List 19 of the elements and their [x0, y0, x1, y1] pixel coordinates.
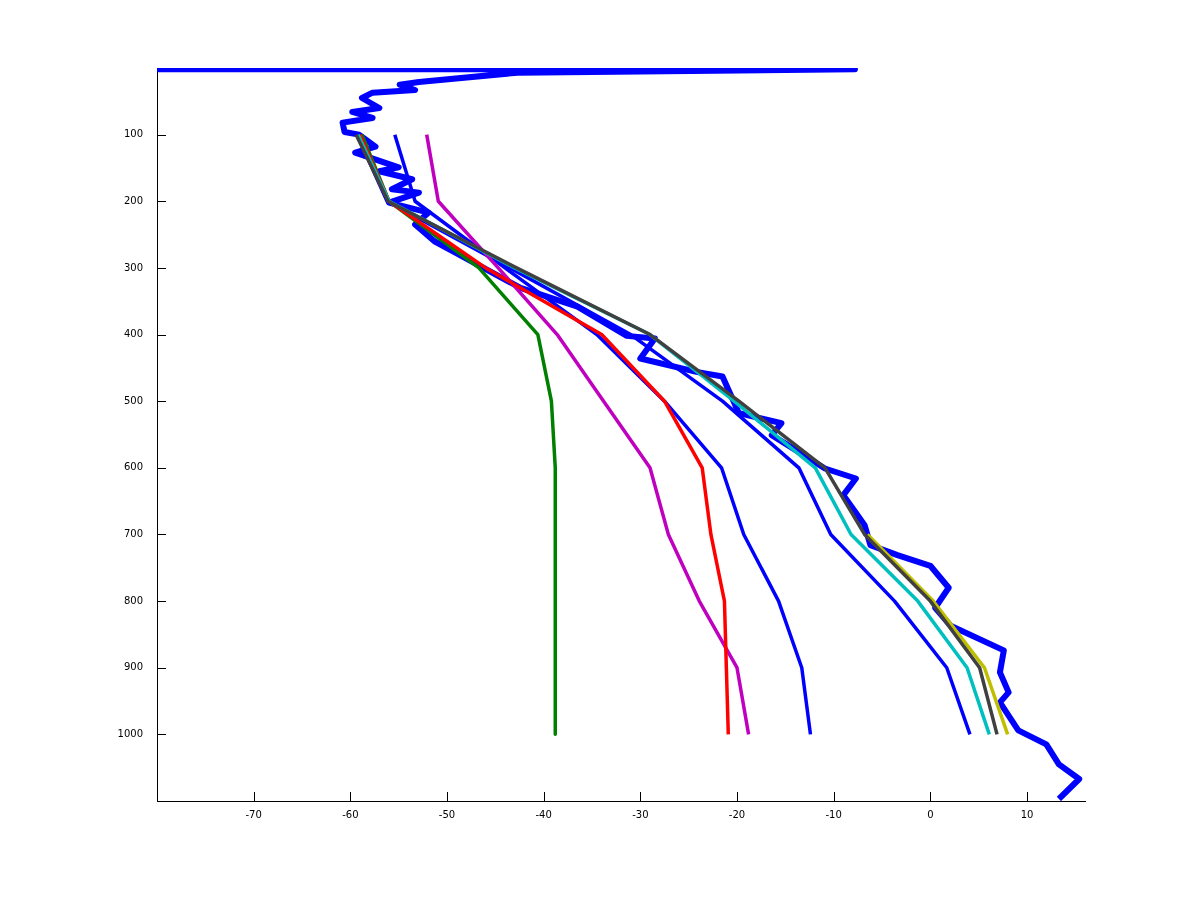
y-tick-label: 100: [123, 128, 143, 140]
y-tick-label: 1000: [117, 727, 143, 739]
x-tick-label: 10: [1020, 808, 1034, 820]
y-tick-label: 600: [123, 461, 143, 473]
x-tick-label: -50: [438, 808, 456, 820]
y-tick-label: 900: [123, 661, 143, 673]
x-tick-label: -20: [728, 808, 746, 820]
x-tick-label: -10: [825, 808, 842, 820]
x-tick-label: -70: [245, 808, 262, 820]
y-tick-label: 400: [123, 328, 143, 340]
x-tick-label: -60: [342, 808, 359, 820]
y-tick-label: 500: [123, 394, 143, 406]
y-tick-label: 300: [123, 261, 143, 273]
x-tick-label: -40: [535, 808, 552, 820]
x-tick-label: 0: [927, 808, 934, 820]
y-tick-label: 200: [123, 194, 143, 206]
y-tick-label: 800: [123, 594, 143, 606]
y-tick-label: 700: [123, 528, 143, 540]
x-tick-label: -30: [632, 808, 649, 820]
